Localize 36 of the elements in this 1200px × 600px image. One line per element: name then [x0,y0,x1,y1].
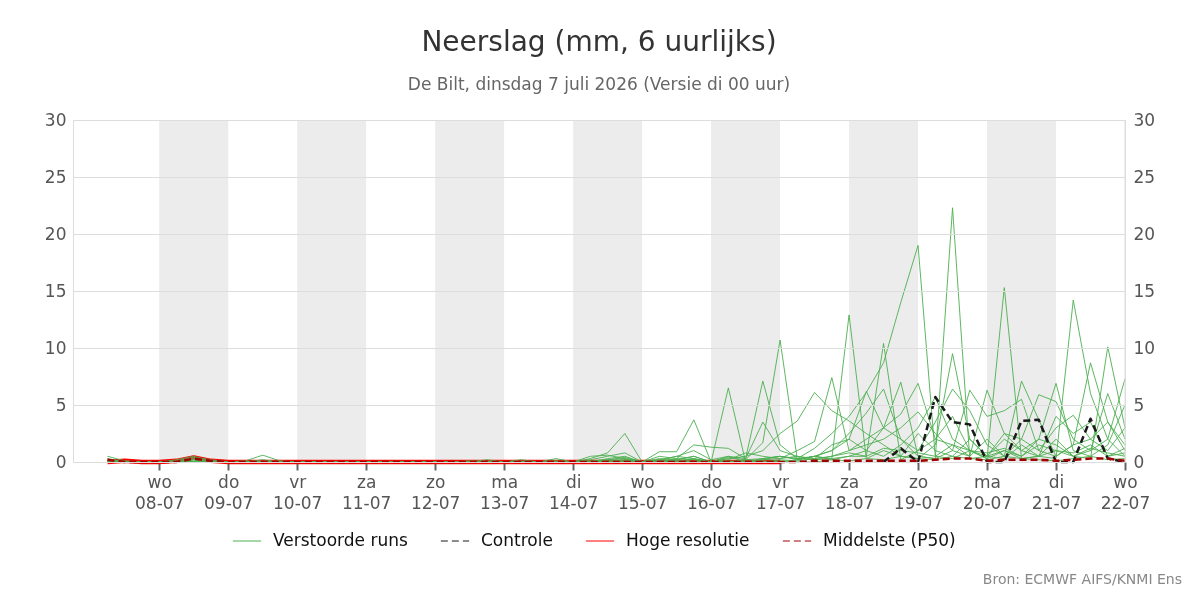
y2-tick-label: 25 [1133,166,1156,187]
y-tick-label: 20 [44,223,67,244]
x-tick-label: vr 10-07 [272,471,323,513]
x-tick-label: za 11-07 [341,471,392,513]
y-tick-label: 0 [55,451,67,472]
x-tick-label: do 09-07 [204,471,254,513]
y2-tick-label: 5 [1133,394,1145,415]
x-tick-label: wo 22-07 [1100,471,1151,513]
legend-label: Controle [481,530,553,550]
chart-title: Neerslag (mm, 6 uurlijks) [421,25,777,58]
y-tick-label: 15 [44,280,67,301]
legend-label: Middelste (P50) [823,530,956,550]
y2-tick-label: 10 [1133,337,1156,358]
y-tick-label: 25 [44,166,67,187]
y2-tick-label: 0 [1133,451,1145,472]
x-tick-label: zo 19-07 [893,471,944,513]
x-tick-label: di 14-07 [548,471,599,513]
legend-label: Verstoorde runs [273,530,408,550]
x-tick-label: zo 12-07 [410,471,461,513]
x-tick-label: za 18-07 [824,471,875,513]
text: Bron: ECMWF AIFS/KNMI Ens [982,571,1182,587]
y-tick-label: 5 [55,394,67,415]
x-tick-label: ma 20-07 [962,471,1013,513]
chart-subtitle: De Bilt, dinsdag 7 juli 2026 (Versie di 00 uur) [407,74,791,94]
x-tick-label: di 21-07 [1031,471,1082,513]
y2-tick-label: 15 [1133,280,1156,301]
y2-tick-label: 20 [1133,223,1156,244]
y-tick-label: 10 [44,337,67,358]
x-tick-label: wo 08-07 [135,471,185,513]
x-tick-label: wo 15-07 [617,471,668,513]
y2-tick-label: 30 [1133,109,1156,130]
x-tick-label: vr 17-07 [755,471,806,513]
x-tick-label: do 16-07 [686,471,737,513]
y-tick-label: 30 [44,109,67,130]
legend-label: Hoge resolutie [626,530,750,550]
x-tick-label: ma 13-07 [479,471,530,513]
